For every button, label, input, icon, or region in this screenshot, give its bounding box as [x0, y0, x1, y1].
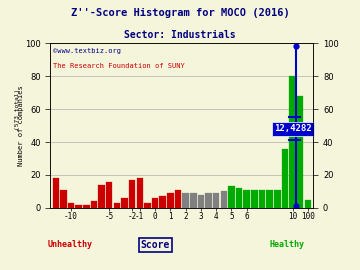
Bar [159, 196, 166, 208]
Text: Score: Score [141, 240, 170, 250]
Bar [183, 193, 189, 208]
Bar [60, 190, 67, 208]
Bar [53, 178, 59, 208]
Bar [297, 96, 303, 208]
Bar [205, 193, 212, 208]
Bar [198, 195, 204, 208]
Y-axis label: Number of companies: Number of companies [18, 85, 23, 166]
Text: Healthy: Healthy [269, 240, 305, 249]
Bar [75, 205, 82, 208]
Bar [305, 200, 311, 208]
Bar [243, 190, 250, 208]
Bar [228, 187, 235, 208]
Bar [190, 193, 197, 208]
Text: The Research Foundation of SUNY: The Research Foundation of SUNY [53, 63, 185, 69]
Bar [221, 191, 227, 208]
Bar [136, 178, 143, 208]
Bar [167, 193, 174, 208]
Bar [83, 205, 90, 208]
Bar [236, 188, 242, 208]
Bar [259, 190, 265, 208]
Bar [266, 190, 273, 208]
Bar [68, 203, 74, 208]
Bar [121, 198, 128, 208]
Bar [289, 76, 296, 208]
Bar [114, 203, 120, 208]
Bar [98, 185, 105, 208]
Text: Unhealthy: Unhealthy [48, 240, 93, 249]
Text: Z''-Score Histogram for MOCO (2016): Z''-Score Histogram for MOCO (2016) [71, 8, 289, 18]
Text: ©www.textbiz.org: ©www.textbiz.org [53, 48, 121, 54]
Bar [91, 201, 97, 208]
Bar [129, 180, 135, 208]
Bar [144, 203, 151, 208]
Text: Sector: Industrials: Sector: Industrials [124, 30, 236, 40]
Bar [274, 190, 280, 208]
Bar [251, 190, 258, 208]
Bar [213, 193, 220, 208]
Bar [175, 190, 181, 208]
Bar [152, 198, 158, 208]
Text: (573 total): (573 total) [15, 89, 20, 130]
Bar [106, 181, 112, 208]
Bar [282, 148, 288, 208]
Text: 12,4282: 12,4282 [274, 124, 311, 133]
